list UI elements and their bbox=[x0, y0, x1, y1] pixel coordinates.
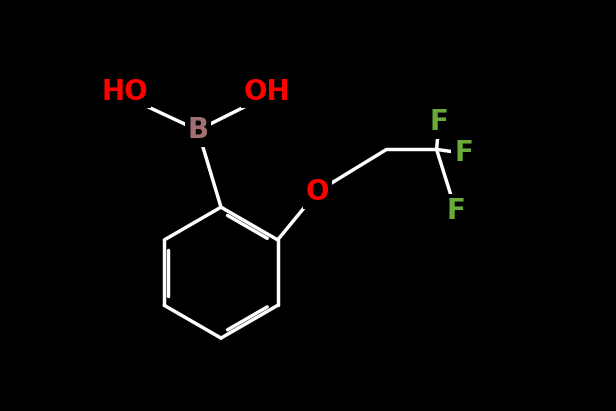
Text: B: B bbox=[187, 116, 208, 144]
Text: F: F bbox=[454, 139, 473, 167]
Text: HO: HO bbox=[102, 78, 148, 106]
Text: F: F bbox=[429, 109, 448, 136]
Text: O: O bbox=[306, 178, 329, 206]
Text: OH: OH bbox=[244, 78, 291, 106]
Text: F: F bbox=[447, 197, 465, 225]
